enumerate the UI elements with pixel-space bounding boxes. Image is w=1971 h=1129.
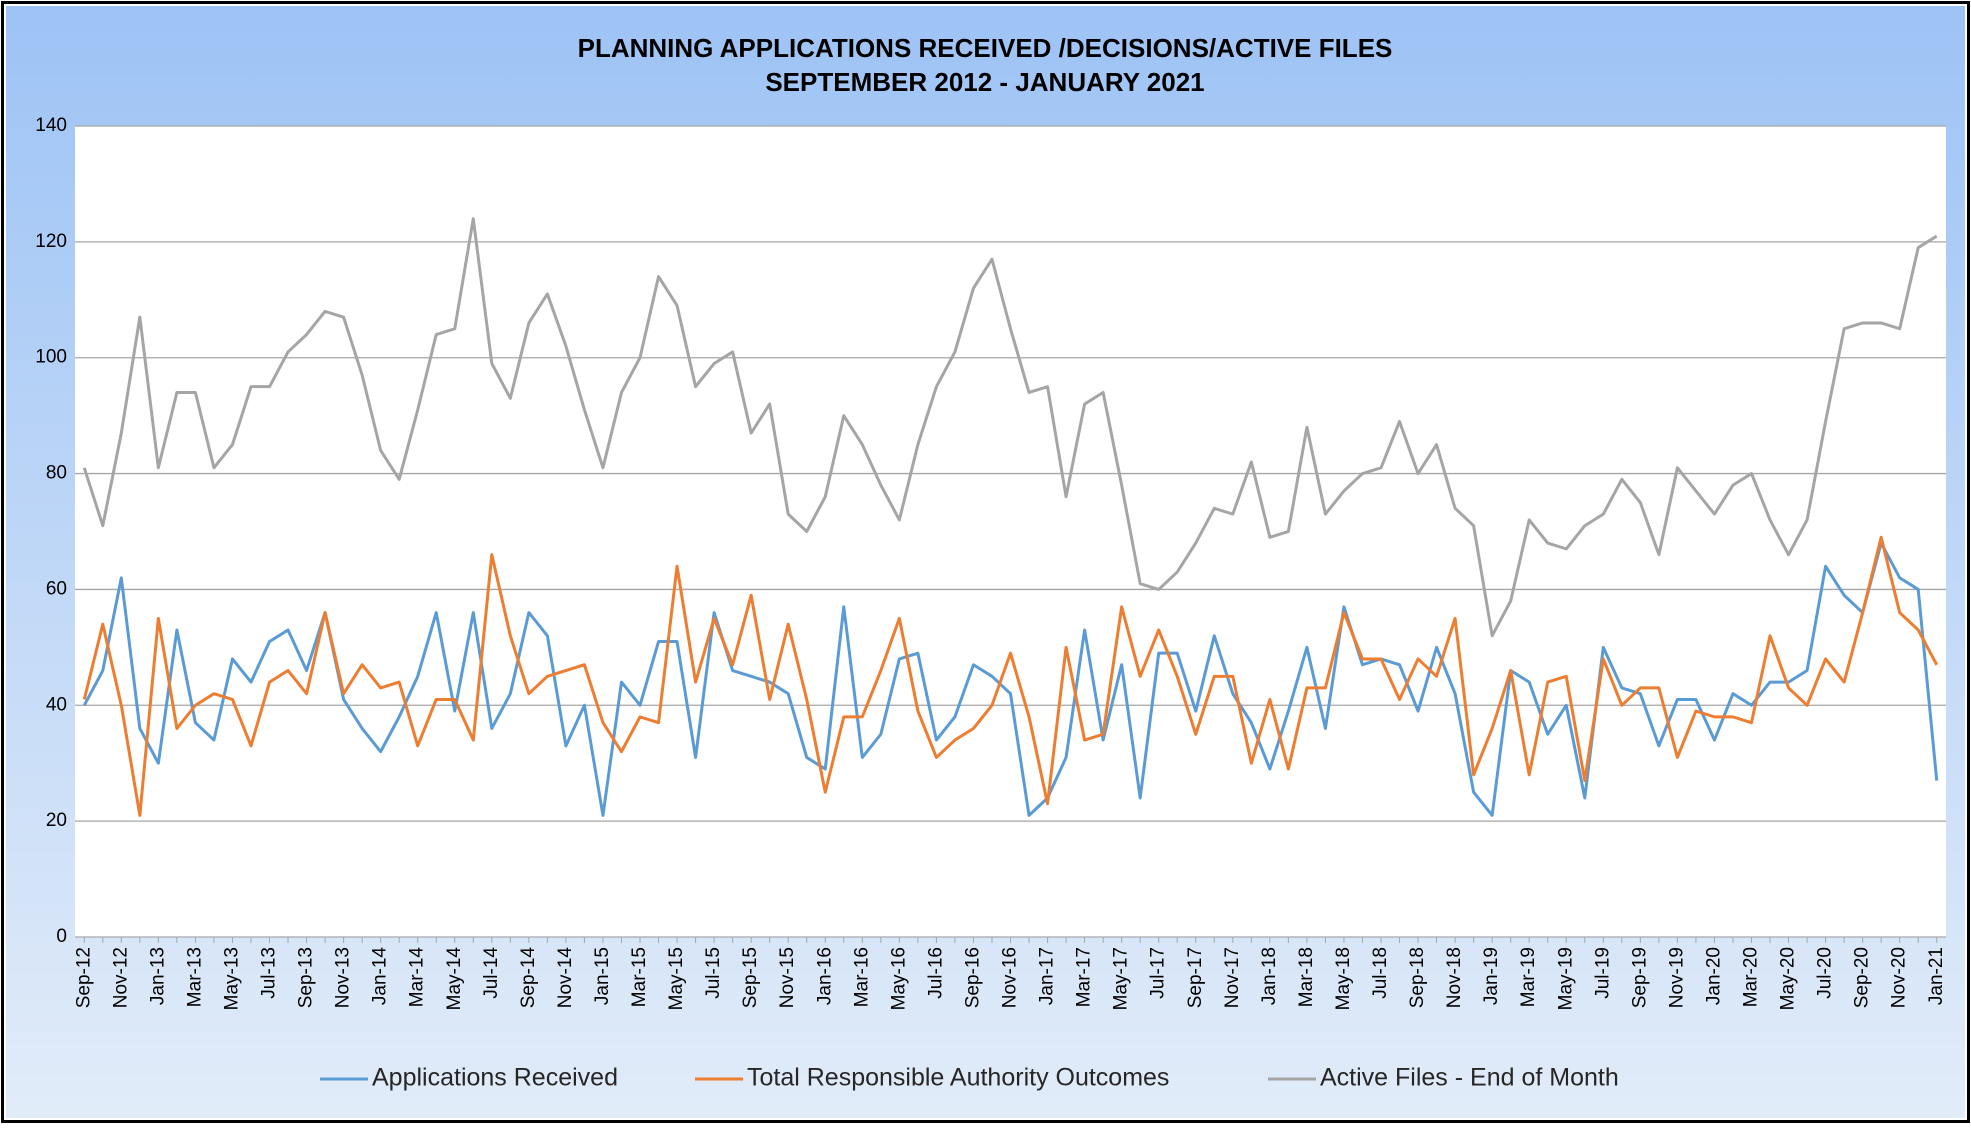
x-tick-label: Sep-18: [1407, 947, 1428, 1008]
y-tick-label: 120: [35, 231, 67, 252]
series-line: [82, 535, 1939, 817]
x-tick-label: Jul-17: [1148, 947, 1169, 999]
x-tick-label: Sep-19: [1629, 947, 1650, 1008]
chart-title: PLANNING APPLICATIONS RECEIVED /DECISION…: [578, 33, 1393, 63]
x-tick-label: Mar-19: [1518, 947, 1539, 1007]
legend-label: Active Files - End of Month: [1320, 1064, 1619, 1092]
x-tick-label: Jan-19: [1481, 947, 1502, 1005]
x-tick-label: May-15: [666, 947, 687, 1010]
y-tick-label: 80: [46, 463, 67, 484]
legend-label: Total Responsible Authority Outcomes: [747, 1064, 1169, 1092]
x-tick-label: Jan-21: [1926, 947, 1947, 1005]
x-tick-label: Sep-14: [518, 947, 539, 1009]
x-tick-label: Sep-15: [740, 947, 761, 1008]
x-tick-label: May-19: [1555, 947, 1576, 1010]
x-tick-label: Mar-20: [1741, 947, 1762, 1007]
x-tick-label: Jul-14: [481, 947, 502, 999]
x-tick-label: Jan-15: [592, 947, 613, 1005]
x-tick-label: May-17: [1111, 947, 1132, 1010]
x-tick-label: May-20: [1778, 947, 1799, 1010]
y-tick-label: 20: [46, 810, 67, 831]
x-tick-label: Jan-20: [1703, 947, 1724, 1005]
x-tick-label: Sep-16: [962, 947, 983, 1008]
x-tick-label: Jan-14: [370, 947, 391, 1006]
x-tick-label: May-16: [888, 947, 909, 1010]
y-tick-label: 140: [35, 115, 67, 136]
x-tick-label: Nov-19: [1666, 947, 1687, 1008]
x-tick-label: Mar-17: [1074, 947, 1095, 1007]
x-tick-label: Sep-17: [1185, 947, 1206, 1008]
x-tick-label: Sep-12: [73, 947, 94, 1008]
plot-area: [75, 126, 1946, 937]
y-tick-label: 60: [46, 578, 67, 599]
chart-subtitle: SEPTEMBER 2012 - JANUARY 2021: [765, 67, 1204, 97]
x-tick-label: Nov-17: [1222, 947, 1243, 1008]
x-tick-label: Nov-14: [555, 947, 576, 1009]
x-tick-label: Jul-18: [1370, 947, 1391, 999]
x-tick-label: Nov-16: [1000, 947, 1021, 1008]
x-tick-label: Jan-16: [814, 947, 835, 1005]
x-tick-label: Jul-16: [925, 947, 946, 999]
x-tick-label: Mar-18: [1296, 947, 1317, 1007]
series-line: [82, 217, 1938, 638]
legend-label: Applications Received: [372, 1064, 618, 1092]
x-tick-label: Nov-18: [1444, 947, 1465, 1008]
x-tick-label: Jul-15: [703, 947, 724, 999]
x-tick-label: May-14: [444, 947, 465, 1011]
x-tick-label: Nov-20: [1889, 947, 1910, 1008]
x-tick-label: Mar-14: [407, 947, 428, 1008]
x-tick-label: Mar-16: [851, 947, 872, 1007]
x-tick-label: May-18: [1333, 947, 1354, 1010]
y-tick-label: 40: [46, 694, 67, 715]
x-tick-label: Jan-13: [147, 947, 168, 1005]
x-tick-label: Nov-12: [110, 947, 131, 1008]
x-tick-label: Mar-13: [184, 947, 205, 1007]
x-tick-label: Sep-13: [296, 947, 317, 1008]
y-tick-label: 100: [35, 347, 67, 368]
x-tick-label: Mar-15: [629, 947, 650, 1007]
x-tick-label: Nov-13: [333, 947, 354, 1008]
y-tick-label: 0: [56, 926, 67, 947]
series-line: [82, 541, 1939, 817]
x-tick-label: Jul-20: [1815, 947, 1836, 999]
x-tick-label: Sep-20: [1852, 947, 1873, 1008]
x-tick-label: Jul-13: [259, 947, 280, 999]
x-tick-label: Jan-18: [1259, 947, 1280, 1005]
x-tick-label: Nov-15: [777, 947, 798, 1008]
x-tick-label: Jul-19: [1592, 947, 1613, 999]
x-tick-label: May-13: [221, 947, 242, 1010]
x-tick-label: Jan-17: [1037, 947, 1058, 1005]
